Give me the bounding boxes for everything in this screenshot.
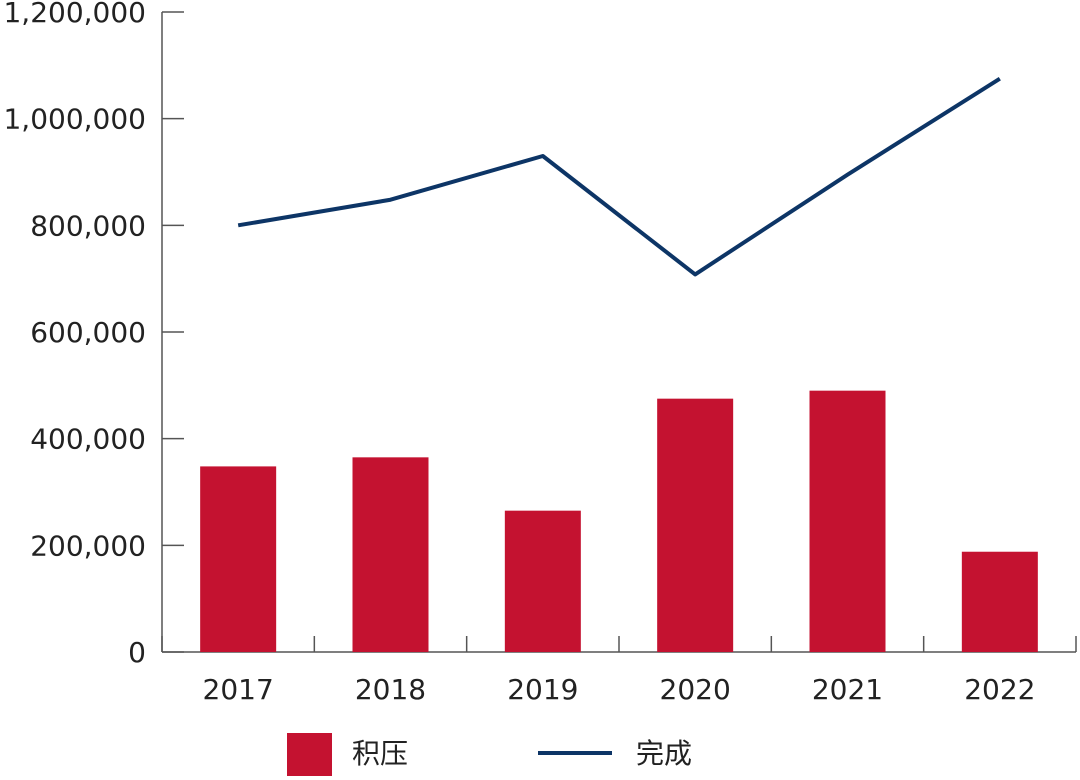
- x-tick-label: 2020: [660, 673, 731, 706]
- bar: [809, 390, 886, 652]
- x-tick-label: 2018: [355, 673, 426, 706]
- x-tick-label: 2019: [507, 673, 578, 706]
- bar: [200, 466, 277, 652]
- legend-swatch-bar: [287, 733, 332, 776]
- x-axis: 2017 2018 2019 2020 2021 2022: [161, 636, 1077, 706]
- y-tick-label: 1,000,000: [3, 103, 146, 136]
- x-tick-label: 2021: [812, 673, 883, 706]
- x-tick-label: 2022: [964, 673, 1035, 706]
- bar: [657, 398, 734, 652]
- line-series: [237, 76, 1001, 277]
- y-tick-label: 800,000: [30, 209, 146, 242]
- bar: [961, 551, 1038, 652]
- y-tick-label: 1,200,000: [3, 0, 146, 29]
- x-tick-label: 2017: [203, 673, 274, 706]
- legend-label-line: 完成: [636, 737, 692, 770]
- y-axis: 0 200,000 400,000 600,000 800,000 1,000,000 1,…: [3, 0, 184, 669]
- legend: 积压 完成: [287, 733, 692, 776]
- y-tick-label: 600,000: [30, 316, 146, 349]
- bar: [352, 457, 429, 652]
- y-tick-label: 200,000: [30, 529, 146, 562]
- y-tick-label: 400,000: [30, 423, 146, 456]
- bar: [504, 510, 581, 652]
- bar-series: [200, 390, 1038, 652]
- y-tick-label: 0: [128, 636, 146, 669]
- line-path: [237, 76, 1001, 277]
- legend-label-bar: 积压: [352, 737, 408, 770]
